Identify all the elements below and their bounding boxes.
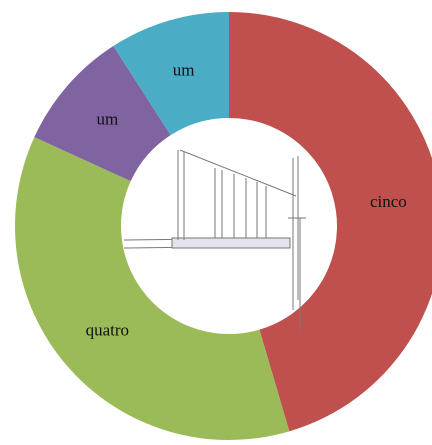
slice-label: um: [173, 60, 195, 79]
center-illustration: [123, 149, 306, 330]
slice: [34, 45, 171, 182]
slice-label: cinco: [370, 192, 407, 211]
slice: [113, 12, 229, 136]
labels: cinco quatro um um: [86, 60, 407, 339]
slice: [15, 137, 290, 440]
slice-label: um: [96, 109, 118, 128]
slice: [229, 12, 432, 432]
slices: [15, 12, 432, 440]
slice-label: quatro: [86, 320, 129, 339]
